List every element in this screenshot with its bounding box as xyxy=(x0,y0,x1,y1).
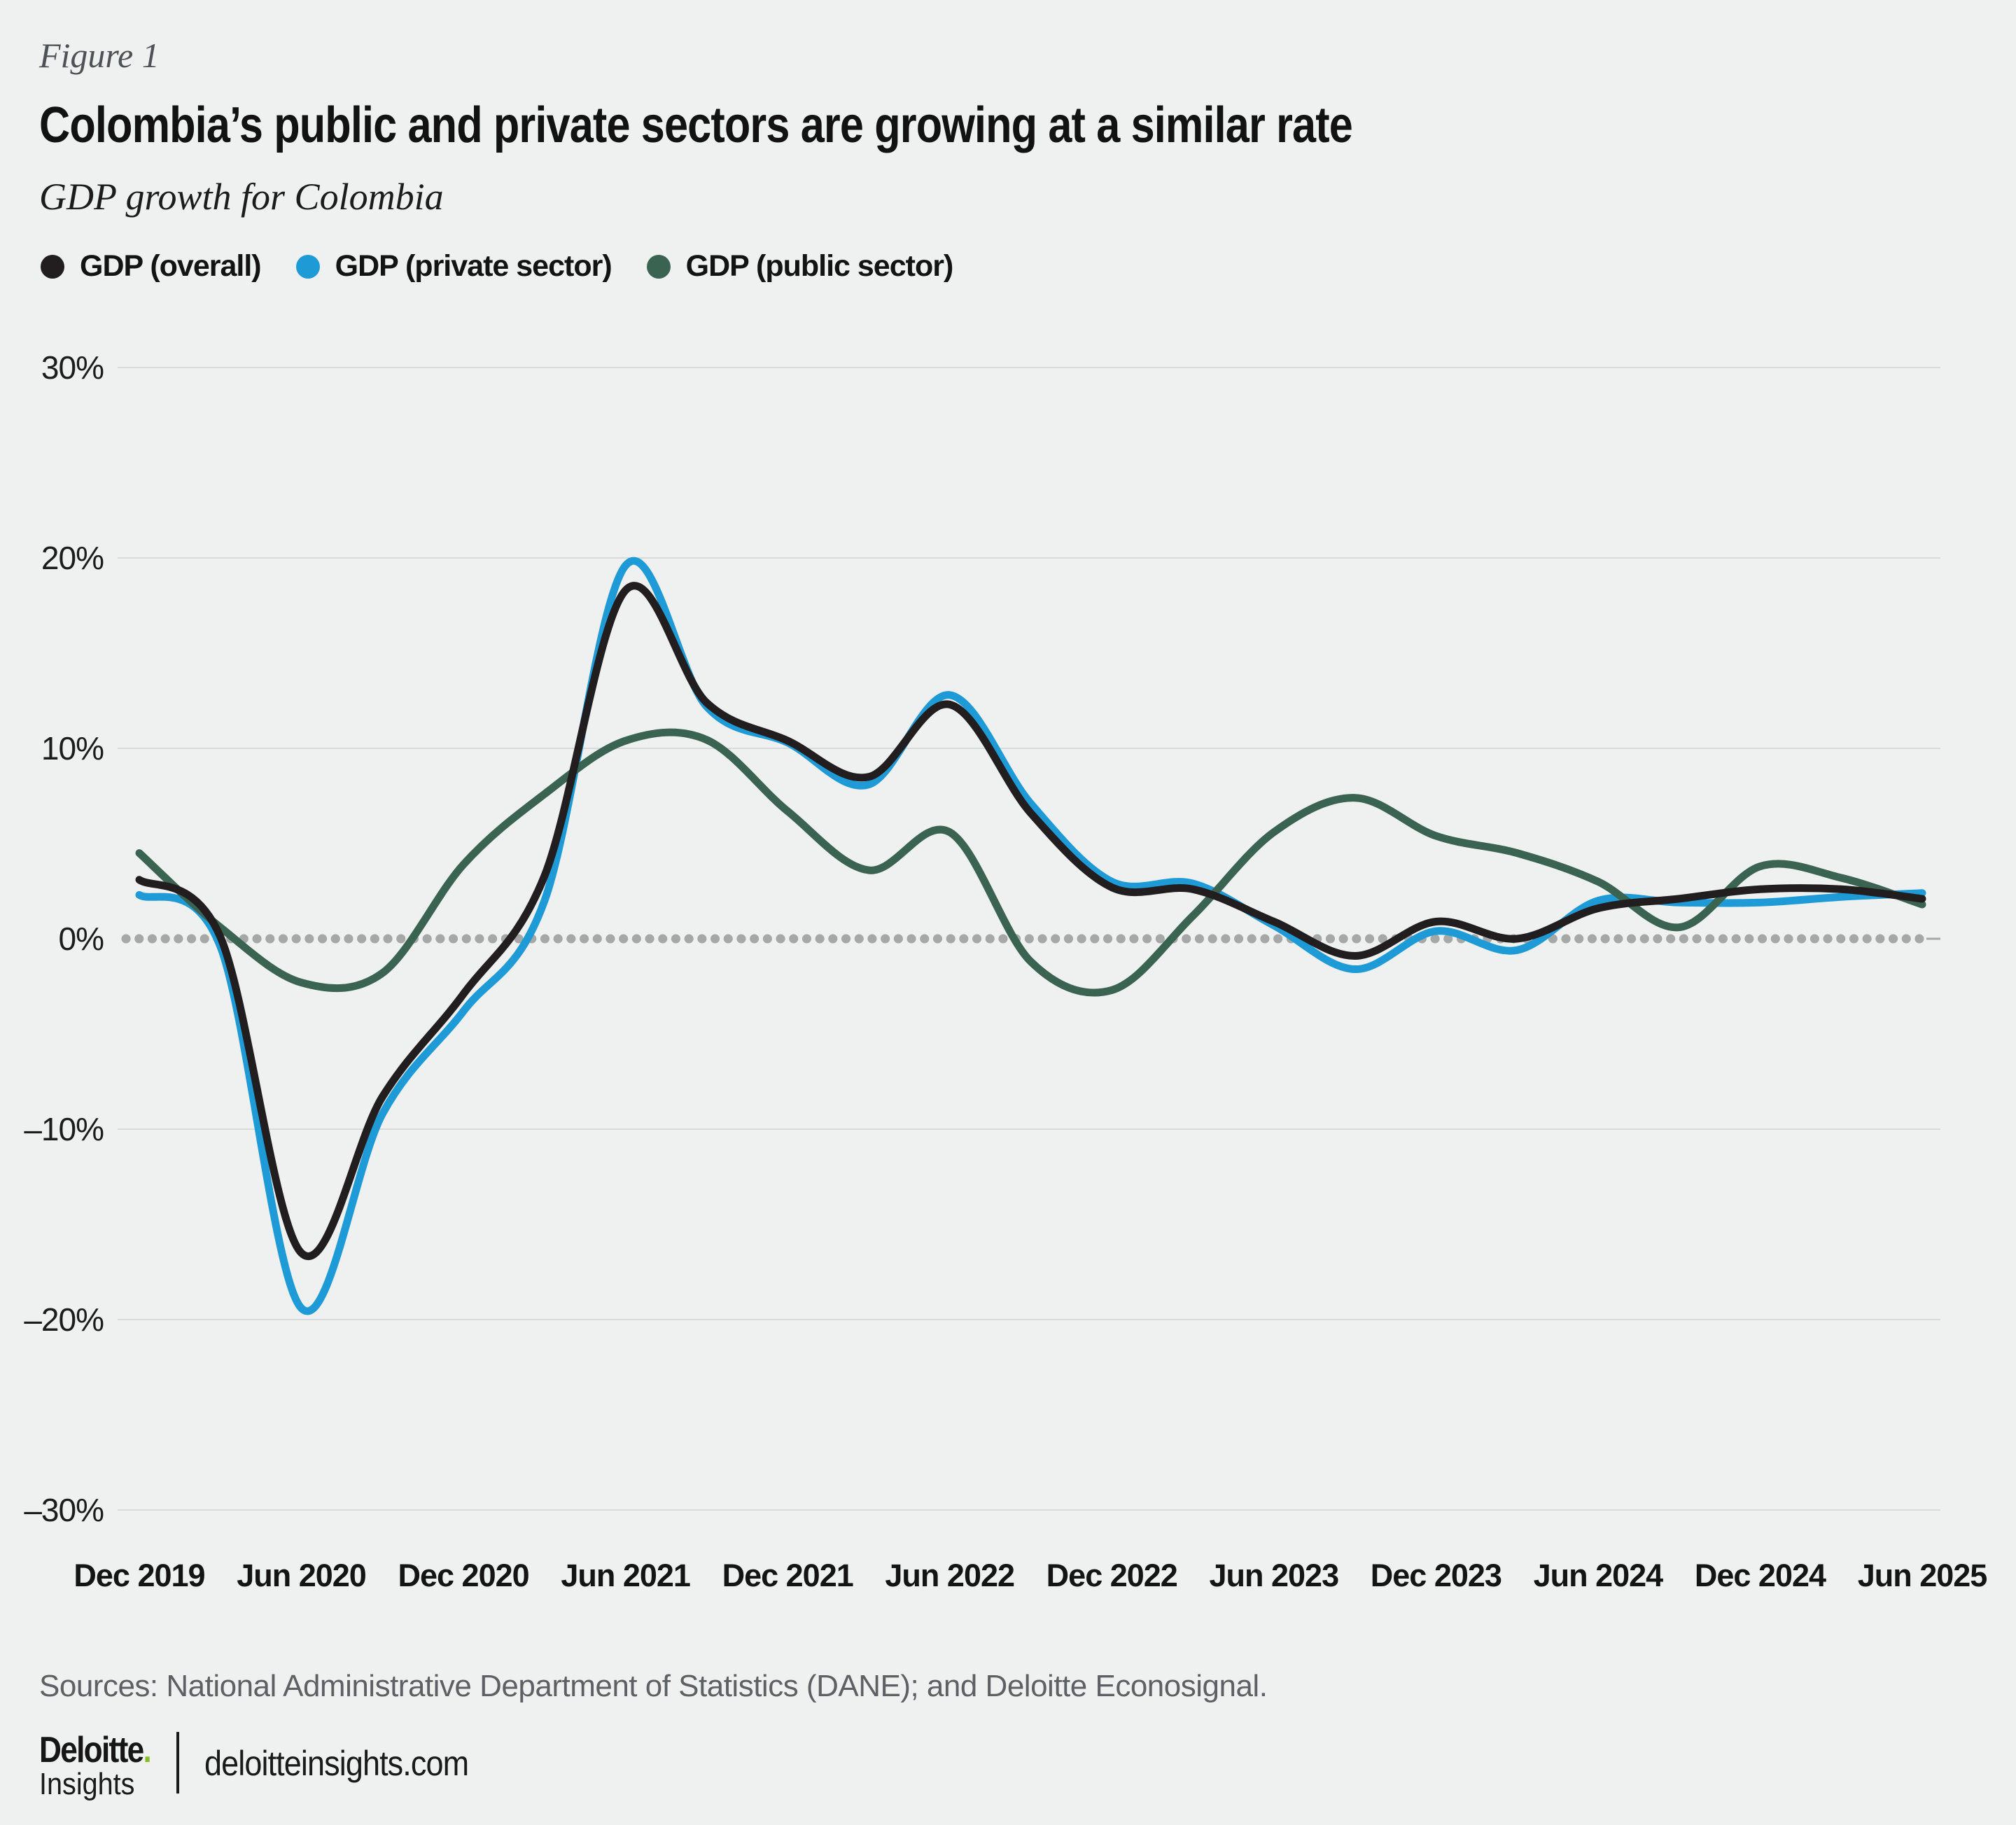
legend-dot-overall-icon xyxy=(41,254,64,279)
deloitte-green-dot-icon: . xyxy=(143,1730,151,1770)
legend-label-public: GDP (public sector) xyxy=(685,249,954,283)
legend-dot-private-icon xyxy=(295,254,320,279)
x-tick-label: Dec 2024 xyxy=(1695,1558,1826,1593)
y-tick-label: 20% xyxy=(41,540,104,576)
sources-note: Sources: National Administrative Departm… xyxy=(39,1669,1268,1703)
x-tick-label: Jun 2020 xyxy=(237,1558,366,1593)
legend: GDP (overall) GDP (private sector) GDP (… xyxy=(41,249,953,284)
chart-subtitle: GDP growth for Colombia xyxy=(39,176,444,218)
figure-label: Figure 1 xyxy=(39,36,160,75)
legend-item-gdp-overall: GDP (overall) xyxy=(41,249,262,284)
deloitte-insights-label: Insights xyxy=(39,1767,135,1801)
legend-dot-public-icon xyxy=(646,254,671,279)
x-tick-label: Jun 2024 xyxy=(1534,1558,1664,1593)
line-gdp-overall- xyxy=(135,582,1926,1260)
y-tick-label: –20% xyxy=(24,1301,104,1338)
x-tick-label: Jun 2025 xyxy=(1858,1558,1987,1593)
x-tick-label: Dec 2021 xyxy=(722,1558,853,1593)
x-tick-label: Dec 2019 xyxy=(74,1558,204,1593)
legend-label-overall: GDP (overall) xyxy=(80,249,262,283)
chart-title-text: Colombia’s public and private sectors ar… xyxy=(39,97,1353,153)
chart-title: Colombia’s public and private sectors ar… xyxy=(39,97,1584,154)
deloitte-logo: Deloitte. xyxy=(39,1730,152,1770)
y-tick-label: –30% xyxy=(24,1492,104,1528)
x-tick-label: Dec 2022 xyxy=(1046,1558,1177,1593)
y-tick-label: 30% xyxy=(41,349,104,386)
legend-label-private: GDP (private sector) xyxy=(335,249,612,283)
footer-divider xyxy=(176,1732,179,1793)
line-gdp-public-sector- xyxy=(135,728,1926,997)
y-tick-label: –10% xyxy=(24,1111,104,1147)
x-tick-label: Dec 2020 xyxy=(398,1558,529,1593)
y-tick-label: 10% xyxy=(41,730,104,767)
legend-item-gdp-private: GDP (private sector) xyxy=(295,249,612,284)
x-tick-label: Jun 2021 xyxy=(561,1558,690,1593)
x-tick-label: Jun 2022 xyxy=(885,1558,1014,1593)
y-tick-label: 0% xyxy=(59,921,104,957)
x-tick-label: Jun 2023 xyxy=(1210,1558,1339,1593)
footer-site-link: deloitteinsights.com xyxy=(204,1744,469,1783)
legend-item-gdp-public: GDP (public sector) xyxy=(646,249,954,284)
x-tick-label: Dec 2023 xyxy=(1371,1558,1502,1593)
footer: Deloitte. Insights deloitteinsights.com xyxy=(0,1715,2016,1825)
